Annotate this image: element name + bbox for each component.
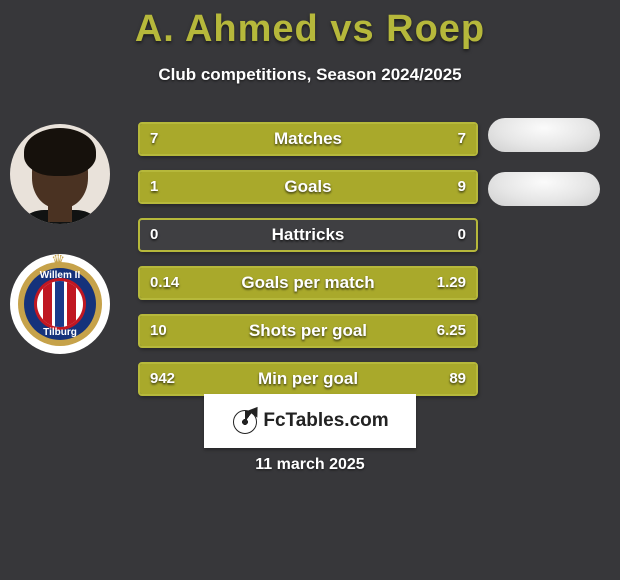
badge-stripe (43, 281, 52, 327)
opponent-pill (488, 118, 600, 152)
brand-box[interactable]: FcTables.com (204, 394, 416, 448)
badge-stripe (67, 281, 76, 327)
stats-table: 77Matches19Goals00Hattricks0.141.29Goals… (138, 122, 478, 410)
badge-text-top: Willem II (24, 270, 96, 281)
stat-fill-right (200, 172, 476, 202)
avatar-hair (24, 128, 96, 176)
badge-ball (37, 281, 83, 327)
subtitle: Club competitions, Season 2024/2025 (0, 65, 620, 85)
stat-value-left: 0.14 (140, 268, 189, 298)
stat-value-right: 7 (448, 124, 476, 154)
stat-value-left: 1 (140, 172, 168, 202)
stat-row: 77Matches (138, 122, 478, 156)
stat-row: 94289Min per goal (138, 362, 478, 396)
stat-value-right: 6.25 (427, 316, 476, 346)
stat-value-right: 1.29 (427, 268, 476, 298)
stat-row: 106.25Shots per goal (138, 314, 478, 348)
stat-value-left: 10 (140, 316, 177, 346)
stat-value-left: 942 (140, 364, 185, 394)
badge-stripe (55, 281, 64, 327)
page-title: A. Ahmed vs Roep (0, 0, 620, 51)
stat-value-right: 0 (448, 220, 476, 250)
stat-value-right: 89 (439, 364, 476, 394)
right-column (488, 118, 604, 226)
fctables-logo-icon (231, 408, 257, 434)
brand-text: FcTables.com (263, 410, 388, 432)
stat-fill-left (140, 364, 446, 394)
stat-row: 0.141.29Goals per match (138, 266, 478, 300)
stat-value-right: 9 (448, 172, 476, 202)
left-column: ♛ Willem II Tilburg (10, 124, 110, 354)
badge-text-bottom: Tilburg (24, 327, 96, 338)
stat-row: 19Goals (138, 170, 478, 204)
club-badge: ♛ Willem II Tilburg (10, 254, 110, 354)
opponent-pill (488, 172, 600, 206)
footer-date: 11 march 2025 (0, 456, 620, 474)
player-avatar (10, 124, 110, 224)
stat-row: 0 0Hattricks (138, 218, 478, 252)
badge-inner-ring: Willem II Tilburg (24, 268, 96, 340)
stat-value-left: 0 (140, 220, 168, 250)
stat-value-left: 7 (140, 124, 168, 154)
stat-label: Hattricks (140, 220, 476, 250)
comparison-card: A. Ahmed vs Roep Club competitions, Seas… (0, 0, 620, 580)
